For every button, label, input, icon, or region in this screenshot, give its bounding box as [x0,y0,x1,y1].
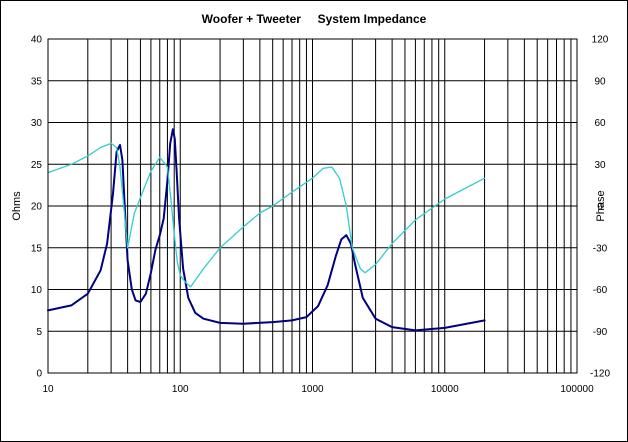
y-tick-label: 40 [31,35,43,46]
phase-series-line [47,142,486,288]
x-tick-label: 1000 [301,384,324,395]
y-axis-label: Ohms [11,191,23,221]
x-tick-label: 100 [172,384,189,395]
y2-tick-label: -60 [593,285,608,296]
y2-tick-label: 90 [594,76,606,87]
y-tick-label: 20 [31,202,43,213]
grid [47,38,577,374]
y-tick-label: 25 [31,160,43,171]
y2-tick-label: 30 [594,160,606,171]
y2-tick-label: 120 [592,35,609,46]
chart-title: Woofer + Tweeter System Impedance [202,12,427,26]
y2-tick-label: -30 [593,243,608,254]
y2-tick-label: -90 [593,327,608,338]
x-tick-label: 100000 [560,384,594,395]
x-tick-label: 10 [42,384,54,395]
y2-tick-label: -120 [590,369,610,380]
y-tick-label: 0 [36,369,42,380]
x-tick-label: 10000 [431,384,459,395]
y2-axis-label: Phase [595,190,607,221]
y-tick-label: 5 [36,327,42,338]
y2-tick-label: 60 [594,118,606,129]
y-tick-label: 30 [31,118,43,129]
y-tick-label: 10 [31,285,43,296]
y-tick-label: 35 [31,76,43,87]
plot-frame [47,38,578,374]
series-group [47,128,486,332]
tick-labels: 0 5 10 15 20 25 30 35 40 -120 -90 -60 -30 0 30 60 90 120 1… [31,35,611,396]
impedance-series-line [47,128,486,332]
y-tick-label: 15 [31,243,43,254]
y2-tick-label: 0 [597,202,603,213]
